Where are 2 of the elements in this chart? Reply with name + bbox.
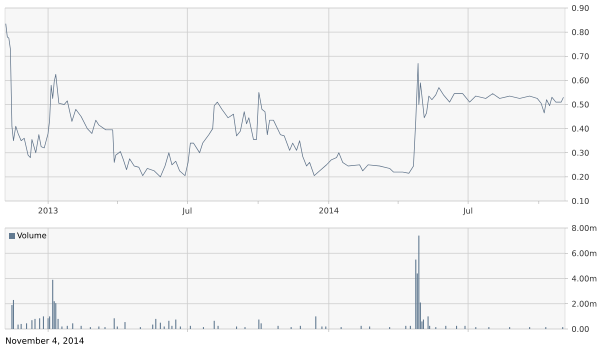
text: November 4, 2014	[6, 337, 84, 345]
line-series	[5, 23, 564, 178]
